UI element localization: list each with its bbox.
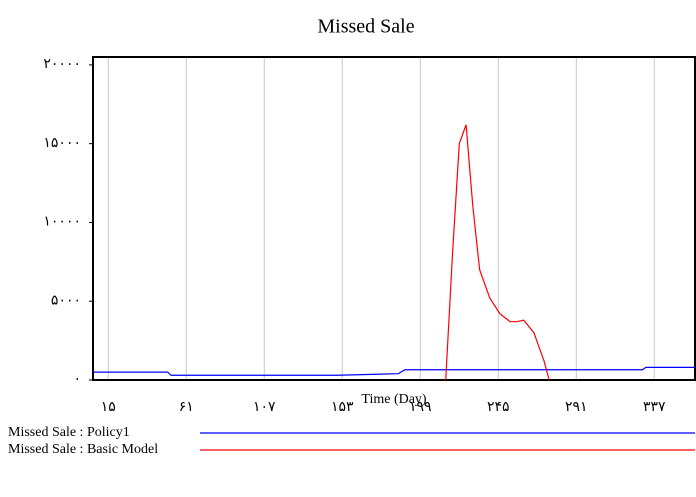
- y-tick-label: ۲۰۰۰۰: [43, 57, 81, 72]
- x-tick-label: ۱۹۹: [409, 400, 432, 415]
- legend-label: Missed Sale : Basic Model: [8, 442, 158, 457]
- x-tick-label: ۶۱: [179, 400, 194, 415]
- x-tick-label: ۳۳۷: [643, 400, 666, 415]
- y-tick-label: ۱۰۰۰۰: [43, 215, 81, 230]
- x-tick-label: ۱۵: [101, 400, 116, 415]
- series-line: [93, 367, 695, 375]
- y-tick-label: ۵۰۰۰: [51, 293, 81, 308]
- x-tick-label: ۱۵۳: [331, 400, 354, 415]
- x-tick-label: ۱۰۷: [253, 400, 276, 415]
- x-tick-label: ۲۴۵: [487, 400, 510, 415]
- series-line: [446, 125, 549, 380]
- chart-title: Missed Sale: [317, 16, 414, 38]
- legend-label: Missed Sale : Policy1: [8, 425, 130, 440]
- y-tick-label: ۰: [73, 372, 81, 387]
- y-tick-label: ۱۵۰۰۰: [43, 136, 81, 151]
- x-tick-label: ۲۹۱: [565, 400, 588, 415]
- plot-frame: [93, 57, 695, 380]
- chart: Missed Sale Time (Day) ۱۵۶۱۱۰۷۱۵۳۱۹۹۲۴۵۲…: [0, 0, 696, 497]
